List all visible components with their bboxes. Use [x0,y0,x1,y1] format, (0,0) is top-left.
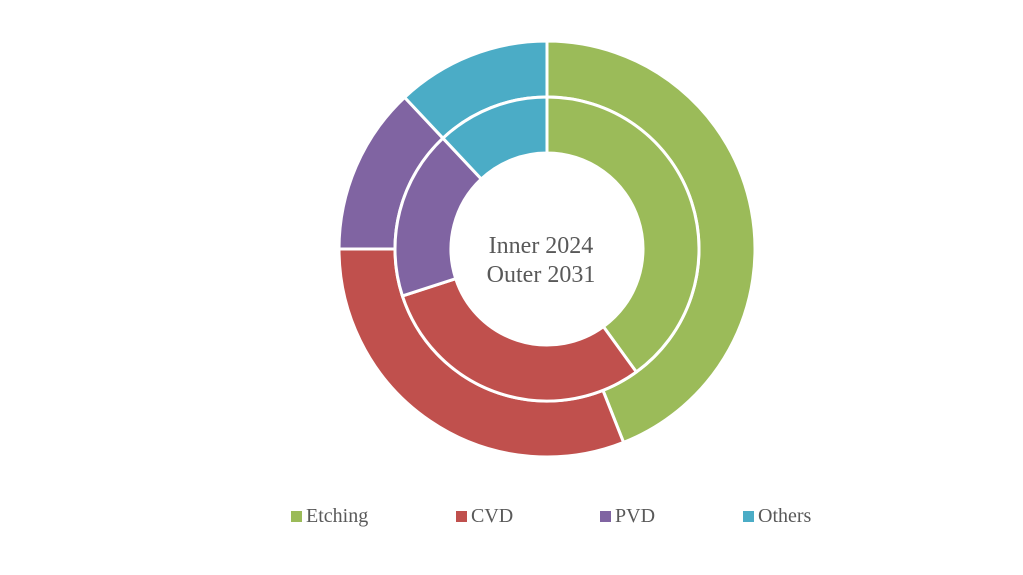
inner-ring-2024 [393,95,701,403]
legend-swatch-cvd [456,510,467,522]
legend-label-cvd: CVD [471,504,514,527]
legend-item-others[interactable]: Others [743,503,811,529]
legend-swatch-others [743,510,754,522]
center-label-line1: Inner 2024 [489,233,594,259]
chart-legend: Etching CVD PVD Others [0,503,1023,529]
legend-label-others: Others [758,504,812,527]
legend-label-etching: Etching [306,504,369,527]
legend-item-etching[interactable]: Etching [291,503,368,529]
inner-slice-others[interactable] [440,95,549,182]
legend-item-pvd[interactable]: PVD [600,503,655,529]
legend-item-cvd[interactable]: CVD [456,503,513,529]
center-label-line2: Outer 2031 [487,262,596,288]
inner-slice-etching[interactable] [545,95,701,375]
legend-swatch-pvd [600,510,611,522]
legend-swatch-etching [291,510,302,522]
inner-slice-cvd[interactable] [400,276,639,403]
legend-label-pvd: PVD [615,504,656,527]
